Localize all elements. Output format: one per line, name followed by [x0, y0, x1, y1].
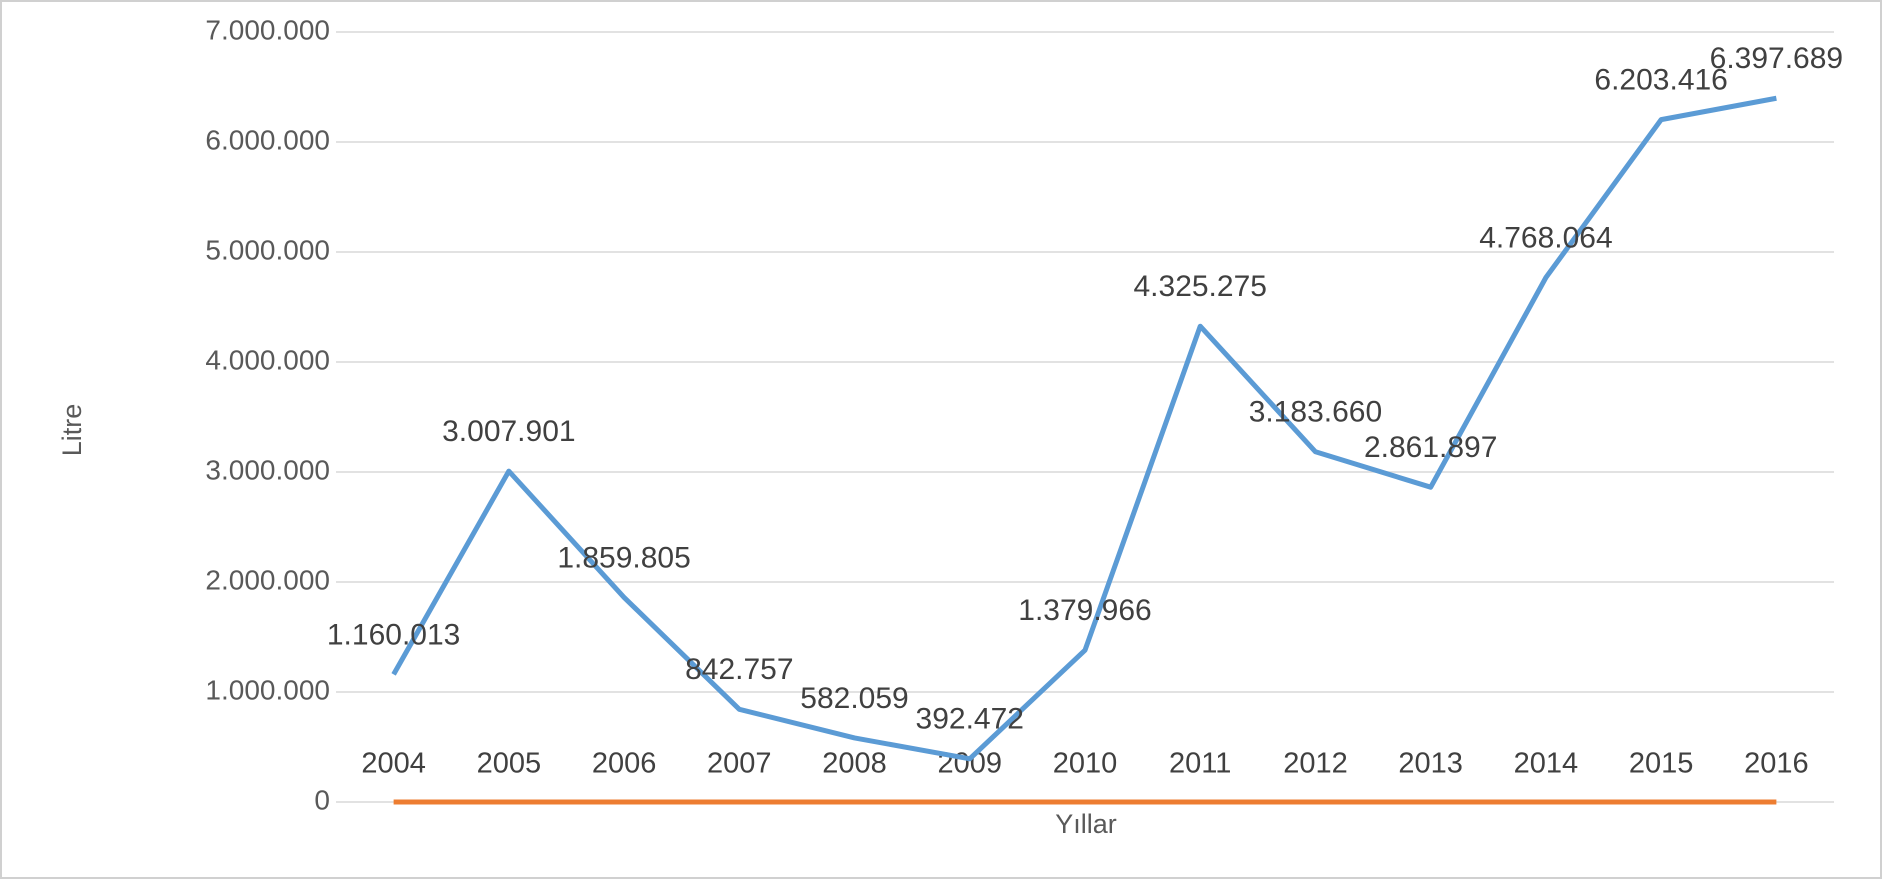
x-tick-label: 2013 [1398, 748, 1463, 780]
data-label: 1.160.013 [327, 618, 460, 651]
y-axis-title: Litre [57, 404, 87, 457]
x-tick-label: 2005 [477, 748, 542, 780]
data-label: 2.861.897 [1364, 431, 1497, 464]
data-label: 1.859.805 [557, 541, 690, 574]
x-tick-label: 2006 [592, 748, 657, 780]
series-line [391, 95, 1777, 762]
x-tick-label: 2008 [822, 748, 887, 780]
data-label: 4.325.275 [1133, 270, 1266, 303]
x-tick-label: 2007 [707, 748, 772, 780]
data-label: 842.757 [685, 653, 793, 686]
data-label: 6.203.416 [1594, 64, 1727, 97]
data-label: 3.007.901 [442, 415, 575, 448]
data-label: 1.379.966 [1018, 594, 1151, 627]
y-tick-label: 4.000.000 [205, 344, 330, 375]
y-tick-label: 5.000.000 [205, 234, 330, 265]
y-tick-label: 3.000.000 [205, 454, 330, 485]
x-tick-label: 2015 [1629, 748, 1694, 780]
data-label: 3.183.660 [1249, 396, 1382, 429]
y-tick-label: 2.000.000 [205, 564, 330, 595]
data-label: 4.768.064 [1479, 221, 1612, 254]
y-tick-label: 6.000.000 [205, 124, 330, 155]
x-tick-label: 2010 [1053, 748, 1118, 780]
data-label: 6.397.689 [1710, 42, 1843, 75]
y-tick-label: 1.000.000 [205, 674, 330, 705]
x-tick-label: 2016 [1744, 748, 1809, 780]
data-label: 392.472 [916, 703, 1024, 736]
data-label: 582.059 [800, 682, 908, 715]
y-tick-label: 0 [314, 784, 330, 815]
y-tick-label: 7.000.000 [205, 14, 330, 45]
x-tick-label: 2014 [1514, 748, 1579, 780]
x-axis-title: Yıllar [1055, 809, 1117, 839]
x-tick-label: 2004 [361, 748, 426, 780]
x-tick-label: 2011 [1169, 748, 1231, 780]
x-tick-label: 2012 [1283, 748, 1348, 780]
